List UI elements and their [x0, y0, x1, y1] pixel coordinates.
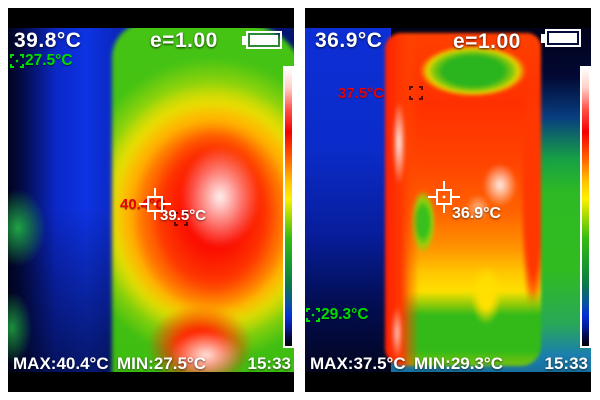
color-scale-bar: [580, 66, 591, 348]
battery-charge-level: [250, 35, 278, 45]
emissivity-value: e=1.00: [453, 30, 521, 53]
thermal-image-right: [305, 28, 591, 372]
max-marker-icon: [409, 86, 423, 100]
hot-object-blob: [112, 28, 294, 372]
battery-nub: [242, 35, 246, 45]
center-spot-temp: 39.5°C: [160, 207, 207, 224]
hot-object-blob: [385, 33, 541, 366]
min-temp-readout: MIN:27.5°C: [117, 354, 206, 373]
max-temp-readout: MAX:37.5°C: [310, 354, 406, 373]
battery-charge-level: [549, 33, 577, 43]
thermal-panel-left: 39.8°C 27.5°C e=1.00 40.4°C: [8, 8, 294, 392]
max-marker-icon: [174, 212, 188, 226]
min-temp-readout: MIN:29.3°C: [414, 354, 503, 373]
max-marker-temp: 37.5°C: [338, 85, 385, 102]
min-marker: 29.3°C: [306, 306, 369, 324]
battery-nub: [541, 33, 545, 43]
clock: 15:33: [247, 354, 291, 373]
spot-temperature: 39.8°C: [14, 29, 82, 52]
battery-body: [246, 31, 282, 49]
min-marker-temp: 27.5°C: [25, 52, 73, 69]
battery-body: [545, 29, 581, 47]
spot-temperature: 36.9°C: [315, 29, 383, 52]
min-marker-icon: [10, 54, 24, 68]
battery-icon: [242, 31, 282, 49]
thermal-image-left: [8, 28, 294, 372]
center-spot-temp: 36.9°C: [452, 205, 502, 222]
emissivity-value: e=1.00: [150, 29, 218, 52]
crosshair-icon: [428, 181, 460, 213]
min-marker-icon: [306, 308, 320, 322]
clock: 15:33: [544, 354, 588, 373]
battery-icon: [541, 29, 581, 47]
min-marker: 27.5°C: [10, 52, 73, 70]
thermal-panel-right: 36.9°C e=1.00 37.5°C 36.9°C: [305, 8, 591, 392]
max-temp-readout: MAX:40.4°C: [13, 354, 109, 373]
color-scale-bar: [283, 66, 294, 348]
status-bar: MAX:40.4°C MIN:27.5°C 15:33: [8, 354, 294, 376]
status-bar: MAX:37.5°C MIN:29.3°C 15:33: [305, 354, 591, 376]
min-marker-temp: 29.3°C: [321, 306, 369, 323]
crosshair-icon: [139, 188, 171, 220]
